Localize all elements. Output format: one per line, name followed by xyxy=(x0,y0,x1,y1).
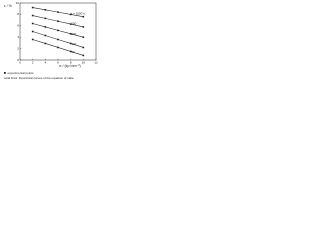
y-tick-label: 4 xyxy=(17,35,19,39)
data-point xyxy=(57,20,59,23)
data-point xyxy=(57,29,59,32)
data-point xyxy=(57,38,59,41)
series-label: 500 xyxy=(71,22,76,26)
data-point xyxy=(44,34,47,37)
series-label: t = 1000 h xyxy=(71,11,85,15)
data-point xyxy=(31,30,34,33)
data-point xyxy=(57,46,59,49)
series-label: 100 xyxy=(71,42,76,46)
x-tick-label: 0 xyxy=(19,60,21,64)
data-point xyxy=(69,42,72,45)
data-point xyxy=(31,6,34,9)
x-tick-label: 2 xyxy=(32,60,34,64)
legend-marker xyxy=(4,72,6,74)
data-point xyxy=(44,9,47,11)
y-tick-label: 8 xyxy=(17,12,19,16)
data-point xyxy=(69,32,72,35)
x-tick-label: 6 xyxy=(57,60,59,64)
data-point xyxy=(69,50,72,53)
data-point xyxy=(44,17,47,20)
y-tick-label: 6 xyxy=(17,24,19,28)
y-tick-label: 10 xyxy=(16,1,20,5)
x-tick-label: 4 xyxy=(44,60,46,64)
data-point xyxy=(31,38,34,41)
data-point xyxy=(31,22,34,25)
x-axis-label: σ / (kp mm⁻²) xyxy=(59,64,80,68)
series-label: 50 xyxy=(71,50,75,54)
x-tick-label: 10 xyxy=(82,60,86,64)
series-label: 200 xyxy=(71,32,76,36)
y-tick-label: 2 xyxy=(17,46,19,50)
data-point xyxy=(82,36,85,38)
chart: ε / % σ / (kp mm⁻²) 0 2 4 6 8 100 2 4 6 8 10 12 t = … xyxy=(4,1,98,80)
data-point xyxy=(44,42,47,45)
data-point xyxy=(82,26,85,28)
data-point xyxy=(57,11,59,13)
x-tick-label: 8 xyxy=(70,60,72,64)
y-tick-label: 0 xyxy=(17,58,19,62)
data-point xyxy=(82,54,85,57)
x-tick-label: 12 xyxy=(94,60,98,64)
legend-text: solid lines: theoretical curves of the e… xyxy=(4,76,74,80)
y-axis-label: ε / % xyxy=(4,4,13,8)
data-point xyxy=(82,15,85,18)
data-point xyxy=(31,14,34,17)
page: {"chart_data": {"type": "line", "ylabel"… xyxy=(0,0,100,90)
data-point xyxy=(69,23,72,25)
data-point xyxy=(69,13,72,16)
data-point xyxy=(44,26,47,28)
legend-text: experimental points xyxy=(8,71,35,75)
data-point xyxy=(82,46,85,49)
